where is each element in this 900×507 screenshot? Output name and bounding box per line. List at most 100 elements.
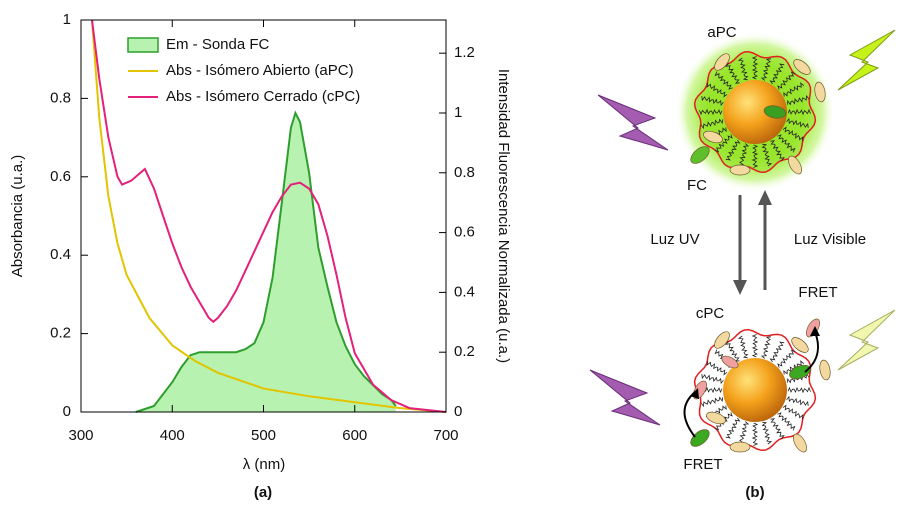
y-tick-label: 0 bbox=[63, 403, 71, 420]
chain bbox=[725, 417, 741, 439]
chain bbox=[777, 349, 796, 368]
fc-label: FC bbox=[687, 177, 707, 194]
visible-label: Luz Visible bbox=[794, 231, 866, 248]
chain bbox=[714, 134, 733, 153]
chain bbox=[761, 421, 773, 445]
chain bbox=[769, 63, 785, 85]
line bbox=[135, 110, 397, 413]
state-label: cPC bbox=[696, 305, 725, 322]
uv-bolt bbox=[589, 369, 661, 426]
particle bbox=[690, 318, 831, 453]
chain bbox=[786, 94, 810, 106]
legend-label: Em - Sonda FC bbox=[166, 36, 270, 53]
x-tick-label: 300 bbox=[68, 427, 93, 444]
photochrome bbox=[729, 441, 751, 453]
photochrome-closed bbox=[721, 355, 739, 369]
visible-bolt bbox=[837, 29, 896, 91]
arrow-head bbox=[758, 190, 772, 205]
photochrome bbox=[729, 164, 751, 176]
chain bbox=[725, 62, 740, 84]
y-tick-label: 0.6 bbox=[50, 168, 71, 185]
arrow-head bbox=[690, 388, 699, 399]
chain bbox=[786, 372, 810, 384]
particle bbox=[690, 50, 826, 176]
visible-bolt bbox=[837, 309, 896, 371]
y-tick-label: 0.2 bbox=[50, 325, 71, 342]
chain bbox=[700, 118, 724, 130]
y2-axis-label: Intensidad Fluorescencia Normalizada (u.… bbox=[495, 69, 512, 363]
chain bbox=[782, 126, 804, 142]
fret-label: FRET bbox=[683, 456, 722, 473]
chain bbox=[739, 421, 750, 444]
arrow-head bbox=[810, 326, 820, 336]
chain bbox=[760, 336, 771, 359]
y2-tick-label: 1.2 bbox=[454, 44, 475, 61]
chain bbox=[706, 82, 728, 98]
chain bbox=[737, 57, 749, 81]
y-tick-label: 0.4 bbox=[50, 246, 71, 263]
photochrome bbox=[793, 433, 807, 453]
y-tick-label: 0.8 bbox=[50, 89, 71, 106]
photochrome bbox=[703, 130, 723, 144]
diagram: aPC FC Luz UV Luz Visible cPC FRET FRET … bbox=[589, 24, 896, 501]
chain bbox=[770, 418, 785, 440]
chain bbox=[751, 144, 759, 168]
legend-label: Abs - Isómero Abierto (aPC) bbox=[166, 62, 354, 79]
chain bbox=[701, 96, 724, 107]
core bbox=[723, 358, 787, 422]
x-axis-label: λ (nm) bbox=[243, 456, 286, 473]
fret-label: FRET bbox=[798, 284, 837, 301]
y2-tick-label: 0.2 bbox=[454, 343, 475, 360]
photochrome bbox=[714, 331, 730, 349]
photochrome bbox=[819, 359, 831, 381]
chain bbox=[783, 82, 805, 97]
line bbox=[91, 19, 447, 413]
chain bbox=[751, 56, 759, 80]
chain bbox=[777, 412, 796, 431]
chain bbox=[706, 360, 728, 376]
chain bbox=[737, 335, 749, 359]
chain bbox=[700, 396, 724, 408]
chain bbox=[782, 404, 804, 420]
chain bbox=[770, 140, 785, 162]
photochrome bbox=[793, 59, 811, 75]
line bbox=[91, 19, 447, 413]
photochrome bbox=[714, 53, 730, 71]
y-tick-label: 1 bbox=[63, 11, 71, 28]
uv-bolt bbox=[597, 94, 669, 151]
legend-label: Abs - Isómero Cerrado (cPC) bbox=[166, 88, 360, 105]
photochrome-closed bbox=[806, 318, 820, 338]
x-tick-label: 600 bbox=[342, 427, 367, 444]
panel-label: (b) bbox=[745, 484, 764, 501]
state-label: aPC bbox=[707, 24, 736, 41]
photochrome bbox=[791, 337, 809, 353]
area bbox=[135, 113, 396, 412]
chain bbox=[786, 117, 809, 128]
fluorophore bbox=[690, 429, 710, 447]
x-tick-label: 500 bbox=[251, 427, 276, 444]
photochrome bbox=[706, 411, 726, 425]
y2-tick-label: 1 bbox=[454, 104, 462, 121]
chain bbox=[761, 143, 773, 167]
chain bbox=[769, 341, 785, 363]
y2-tick-label: 0.8 bbox=[454, 164, 475, 181]
x-tick-label: 700 bbox=[433, 427, 458, 444]
chain bbox=[777, 71, 796, 90]
chain bbox=[787, 386, 811, 394]
y2-tick-label: 0 bbox=[454, 403, 462, 420]
chain bbox=[760, 58, 771, 81]
chain bbox=[777, 134, 796, 153]
fluorophore bbox=[690, 146, 710, 164]
arrow-head bbox=[733, 280, 747, 295]
y2-tick-label: 0.4 bbox=[454, 283, 475, 300]
y2-tick-label: 0.6 bbox=[454, 224, 475, 241]
chain bbox=[725, 139, 741, 161]
y-axis-label: Absorbancia (u.a.) bbox=[9, 155, 26, 278]
chain bbox=[787, 108, 811, 116]
chain bbox=[786, 395, 809, 406]
chain bbox=[751, 334, 759, 358]
uv-label: Luz UV bbox=[650, 231, 699, 248]
chain bbox=[725, 340, 740, 362]
chain bbox=[699, 108, 723, 116]
